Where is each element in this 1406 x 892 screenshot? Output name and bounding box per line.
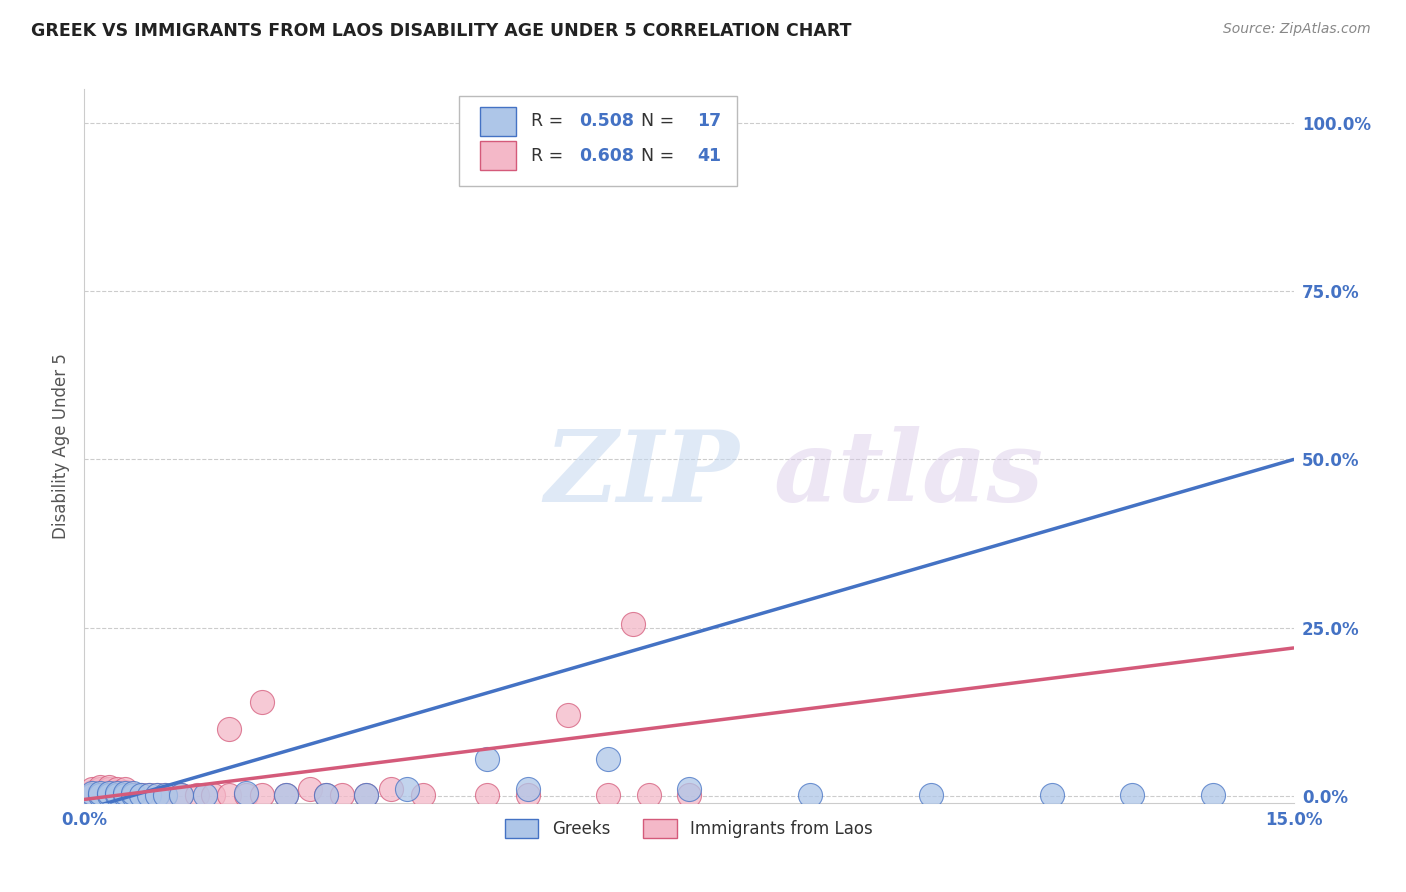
Point xyxy=(97,788,120,802)
FancyBboxPatch shape xyxy=(479,107,516,136)
Point xyxy=(1202,788,1225,802)
Point xyxy=(89,788,111,802)
Point xyxy=(477,752,499,766)
Text: 0.608: 0.608 xyxy=(579,146,634,164)
FancyBboxPatch shape xyxy=(460,96,737,186)
Point xyxy=(114,785,136,799)
Point xyxy=(274,788,297,802)
Point xyxy=(669,116,692,130)
Text: N =: N = xyxy=(630,146,679,164)
Text: R =: R = xyxy=(530,146,568,164)
Point xyxy=(82,782,104,797)
Point xyxy=(235,786,257,800)
Point xyxy=(89,780,111,794)
Point xyxy=(89,786,111,800)
Point xyxy=(153,788,176,802)
Point xyxy=(114,786,136,800)
Point xyxy=(516,788,538,802)
Point xyxy=(621,617,644,632)
Point xyxy=(114,788,136,802)
Point xyxy=(1040,788,1063,802)
Point xyxy=(315,788,337,802)
Point xyxy=(153,788,176,802)
Point xyxy=(129,788,152,802)
Point xyxy=(105,788,128,802)
Point xyxy=(129,788,152,802)
Text: 17: 17 xyxy=(697,112,721,130)
Point xyxy=(82,788,104,802)
Point xyxy=(121,788,143,802)
Point xyxy=(194,788,217,802)
Point xyxy=(274,788,297,802)
Point xyxy=(138,788,160,802)
Point xyxy=(170,788,193,802)
Text: ZIP: ZIP xyxy=(544,426,738,523)
Point xyxy=(89,785,111,799)
Point xyxy=(299,782,322,797)
Point xyxy=(250,695,273,709)
Point xyxy=(105,785,128,799)
Point xyxy=(82,786,104,800)
Point xyxy=(218,722,240,736)
Point xyxy=(356,788,378,802)
Point xyxy=(235,788,257,802)
Point xyxy=(799,788,821,802)
Point xyxy=(395,782,418,797)
Point xyxy=(356,788,378,802)
Point xyxy=(516,782,538,797)
Point xyxy=(97,788,120,802)
Point xyxy=(380,782,402,797)
Text: N =: N = xyxy=(630,112,679,130)
Point xyxy=(82,788,104,802)
Point xyxy=(97,786,120,800)
Text: atlas: atlas xyxy=(773,426,1043,523)
Point xyxy=(598,752,620,766)
Point xyxy=(89,788,111,802)
Point xyxy=(557,708,579,723)
Text: 0.508: 0.508 xyxy=(579,112,634,130)
Point xyxy=(97,782,120,797)
Point xyxy=(250,788,273,802)
Point xyxy=(186,788,208,802)
Point xyxy=(89,782,111,797)
Point xyxy=(202,788,225,802)
Point xyxy=(97,785,120,799)
Point xyxy=(114,782,136,797)
Y-axis label: Disability Age Under 5: Disability Age Under 5 xyxy=(52,353,70,539)
Text: Source: ZipAtlas.com: Source: ZipAtlas.com xyxy=(1223,22,1371,37)
Point xyxy=(637,788,659,802)
Point xyxy=(146,788,169,802)
Point xyxy=(82,785,104,799)
Point xyxy=(678,782,700,797)
FancyBboxPatch shape xyxy=(479,141,516,169)
Point xyxy=(105,782,128,797)
Point xyxy=(97,780,120,794)
Point xyxy=(121,788,143,802)
Point xyxy=(170,788,193,802)
Point xyxy=(105,788,128,802)
Text: GREEK VS IMMIGRANTS FROM LAOS DISABILITY AGE UNDER 5 CORRELATION CHART: GREEK VS IMMIGRANTS FROM LAOS DISABILITY… xyxy=(31,22,852,40)
Point xyxy=(138,788,160,802)
Point xyxy=(330,788,353,802)
Point xyxy=(218,788,240,802)
Point xyxy=(121,786,143,800)
Text: 41: 41 xyxy=(697,146,721,164)
Point xyxy=(598,788,620,802)
Point xyxy=(920,788,942,802)
Legend: Greeks, Immigrants from Laos: Greeks, Immigrants from Laos xyxy=(498,812,880,845)
Point xyxy=(1121,788,1143,802)
Point xyxy=(315,788,337,802)
Point xyxy=(114,788,136,802)
Text: R =: R = xyxy=(530,112,568,130)
Point xyxy=(105,786,128,800)
Point xyxy=(477,788,499,802)
Point xyxy=(678,788,700,802)
Point xyxy=(146,788,169,802)
Point xyxy=(412,788,434,802)
